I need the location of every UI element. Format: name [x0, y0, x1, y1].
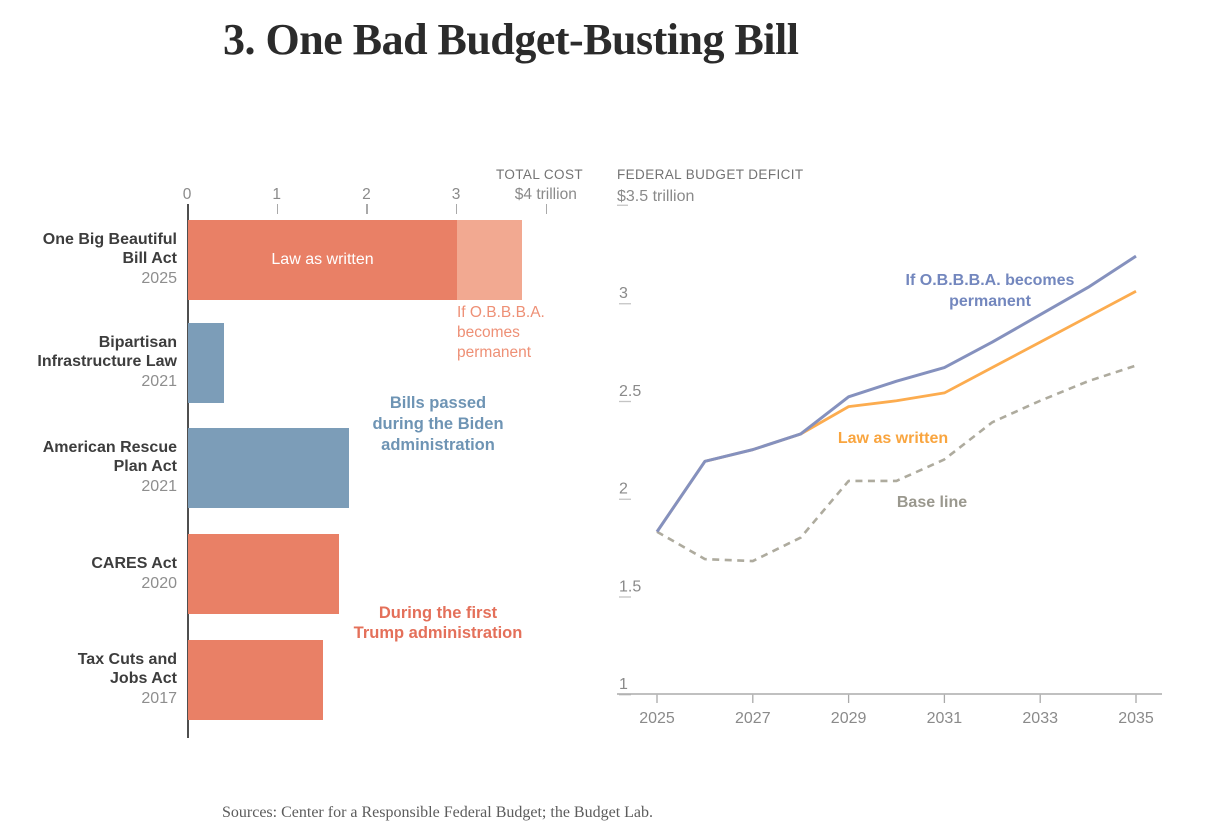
line-chart-axis-title: FEDERAL BUDGET DEFICIT [617, 167, 804, 182]
bar-name-line: Plan Act [113, 457, 177, 475]
bar [188, 534, 339, 614]
x-tick-label: 2029 [831, 710, 867, 727]
bar-name-line: One Big Beautiful [42, 231, 177, 249]
bar-row-label: Tax Cuts and Jobs Act 2017 [27, 640, 177, 720]
annotation-line: administration [381, 436, 495, 454]
axis-tick-mark [545, 204, 548, 214]
bar-row-label: Bipartisan Infrastructure Law 2021 [27, 323, 177, 403]
series-label-line: Law as written [838, 430, 948, 447]
source-note: Sources: Center for a Responsible Federa… [222, 804, 654, 821]
bar-year: 2021 [141, 373, 177, 391]
series-label-line: Base line [897, 494, 967, 511]
bar-year: 2017 [141, 690, 177, 708]
bar [188, 323, 224, 403]
axis-tick-label: 0 [182, 186, 192, 203]
x-tick-label: 2035 [1118, 710, 1154, 727]
y-tick-label: 1.5 [619, 578, 641, 595]
series-label-line: If O.B.B.B.A. becomes [906, 272, 1075, 289]
bar-name-line: Bipartisan [98, 334, 177, 352]
x-tick-label: 2025 [639, 710, 675, 727]
axis-tick-mark [456, 204, 458, 214]
x-tick-label: 2031 [927, 710, 963, 727]
bar [188, 640, 324, 720]
series-line-obbba-permanent [655, 254, 1137, 533]
bar-year: 2021 [141, 478, 177, 496]
axis-tick-label: $4 trillion [514, 186, 577, 203]
x-tick-label: 2027 [735, 710, 771, 727]
axis-tick-label: 2 [362, 186, 371, 203]
bar-axis-line [187, 204, 189, 738]
annotation-line: If O.B.B.B.A. [457, 304, 545, 321]
annotation-line: Trump administration [353, 623, 523, 642]
annotation-biden-bills: Bills passed during the Biden administra… [330, 393, 546, 456]
axis-tick-mark [276, 204, 278, 214]
bar-year: 2020 [141, 575, 177, 592]
annotation-line: becomes [457, 324, 520, 341]
y-tick-label: 1 [619, 676, 628, 693]
annotation-obbba-permanent: If O.B.B.B.A. becomes permanent [457, 303, 545, 363]
annotation-line: permanent [457, 344, 532, 361]
bar-inner-label: Law as written [271, 251, 374, 268]
bar-row-label: CARES Act 2020 [27, 534, 177, 614]
y-tick-label: 2 [619, 481, 628, 498]
annotation-line: during the Biden [372, 415, 504, 433]
bar-name-line: Tax Cuts and [77, 651, 177, 669]
bar-name-line: American Rescue [42, 439, 177, 457]
bar-name-line: Jobs Act [110, 669, 177, 687]
x-tick-label: 2033 [1022, 710, 1058, 727]
bar-year: 2025 [141, 270, 177, 288]
bar-extension [457, 220, 522, 300]
bar [188, 220, 458, 300]
series-line-baseline [656, 364, 1137, 563]
bar-chart-axis-title: TOTAL COST [495, 167, 583, 182]
y-tick-label: 3 [619, 285, 628, 302]
bar-name-line: Infrastructure Law [37, 352, 177, 370]
bar-row-label: American Rescue Plan Act 2021 [27, 428, 177, 508]
annotation-line: Bills passed [389, 394, 487, 412]
annotation-line: During the first [378, 604, 498, 622]
axis-tick-mark [366, 204, 368, 214]
y-tick-label: 2.5 [619, 383, 641, 400]
bar-name-line: CARES Act [91, 554, 177, 572]
bar-name-line: Bill Act [122, 249, 177, 267]
bar-row-label: One Big Beautiful Bill Act 2025 [27, 220, 177, 300]
line-chart-top-tick-label: $3.5 trillion [617, 188, 695, 205]
annotation-trump-bills: During the first Trump administration [328, 604, 548, 643]
series-label-line: permanent [949, 293, 1031, 310]
bar [188, 428, 350, 508]
page-title: 3. One Bad Budget-Busting Bill [223, 15, 799, 64]
axis-tick-label: 3 [451, 186, 461, 203]
axis-tick-label: 1 [272, 186, 281, 203]
